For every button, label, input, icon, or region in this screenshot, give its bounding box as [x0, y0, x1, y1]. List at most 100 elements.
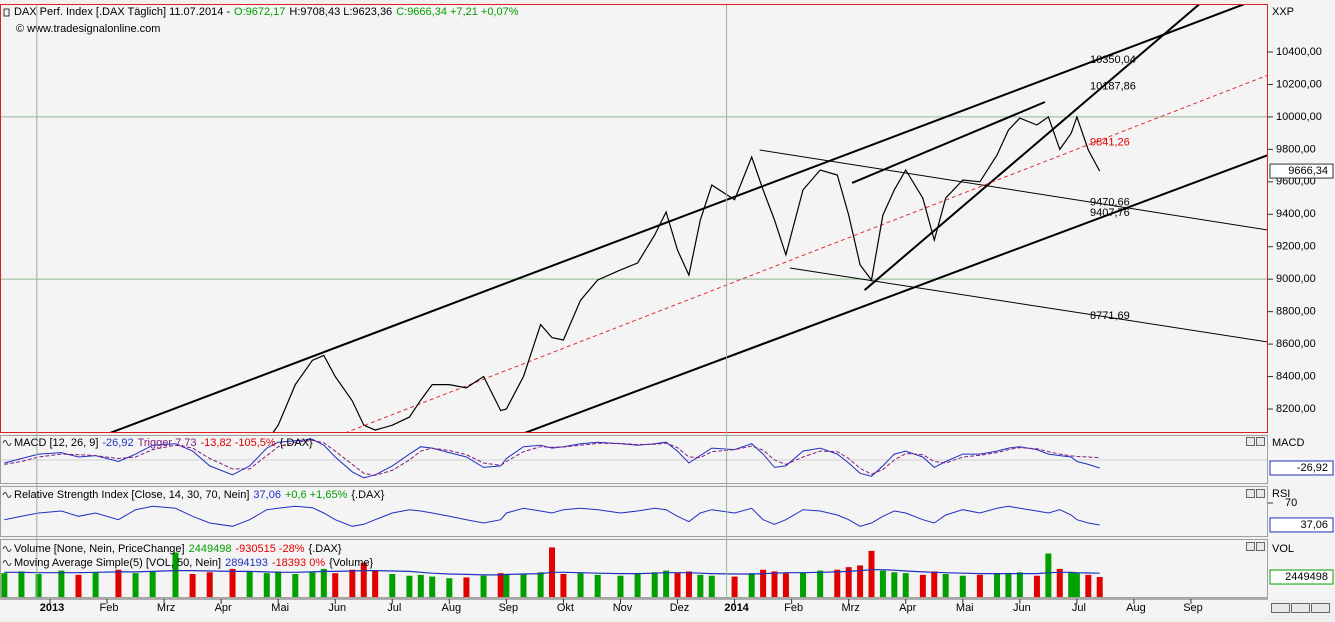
- volume-bar: [1056, 568, 1063, 597]
- volume-bar: [617, 575, 624, 597]
- volume-bar: [497, 573, 504, 597]
- volume-bar: [1085, 574, 1092, 597]
- zoom-button[interactable]: [1291, 603, 1310, 613]
- x-tick-label: Dez: [670, 602, 690, 614]
- volume-bar: [663, 570, 670, 597]
- volume-ma: [4, 569, 1100, 576]
- volume-bar: [1073, 573, 1080, 597]
- volume-bar: [480, 575, 487, 597]
- x-tick-label: Apr: [215, 602, 232, 614]
- trend-line: [109, 5, 1245, 432]
- button[interactable]: [1246, 437, 1255, 446]
- x-tick-label: Nov: [613, 602, 633, 614]
- volume-bar: [782, 573, 789, 597]
- volume-bar: [919, 574, 926, 597]
- macd-last: -26,92: [1297, 462, 1328, 474]
- axis-label: XXP: [1272, 6, 1294, 18]
- zoom-button[interactable]: [1271, 603, 1290, 613]
- volume-bar: [994, 573, 1001, 597]
- x-tick-label: Sep: [1183, 602, 1203, 614]
- volume-bar: [429, 576, 436, 597]
- legend-item: {.DAX}: [280, 437, 313, 449]
- volume-bar: [594, 574, 601, 597]
- volume-bar: [731, 576, 738, 597]
- button[interactable]: [1256, 542, 1265, 551]
- zoom-button[interactable]: [1311, 603, 1330, 613]
- volume-axis-label: VOL: [1272, 543, 1294, 555]
- y-tick-label: 9400,00: [1276, 208, 1316, 220]
- legend-item: -930515 -28%: [235, 543, 304, 555]
- legend-icon: [2, 492, 12, 498]
- legend-item: -18393 0%: [272, 557, 325, 569]
- volume-bar: [685, 571, 692, 597]
- volume-bar: [931, 571, 938, 597]
- right-axis-area: [1268, 0, 1335, 600]
- legend-item: {.DAX}: [309, 543, 342, 555]
- x-tick-label: Feb: [100, 602, 119, 614]
- trend-line: [789, 267, 1267, 343]
- volume-bar: [1005, 574, 1012, 597]
- volume-bar: [309, 572, 316, 597]
- button[interactable]: [1256, 489, 1265, 498]
- volume-bar: [976, 574, 983, 597]
- legend-item: {.DAX}: [351, 489, 384, 501]
- volume-bar: [320, 568, 327, 597]
- source: © www.tradesignalonline.com: [16, 23, 160, 35]
- volume-bar: [959, 575, 966, 597]
- volume-bar: [1045, 553, 1052, 597]
- x-tick-label: 2013: [40, 602, 64, 614]
- macd-line: [4, 439, 1100, 476]
- level-label: 10187,86: [1090, 80, 1136, 92]
- volume-bar: [817, 570, 824, 597]
- legend-item: DAX Perf. Index [.DAX Täglich] 11.07.201…: [14, 6, 230, 18]
- volume-bar: [389, 574, 396, 597]
- x-tick-label: Apr: [899, 602, 916, 614]
- price-box: [1269, 163, 1334, 179]
- volume-bar: [902, 573, 909, 597]
- volume-bar: [651, 572, 658, 597]
- volume-bar: [206, 572, 213, 597]
- volume-bar: [292, 574, 299, 597]
- legend: MACD [12, 26, 9] -26,92 Trigger 7,73 -13,82…: [14, 437, 313, 449]
- level-label: 8771,69: [1090, 310, 1130, 322]
- y-tick-label: 70: [1285, 497, 1297, 509]
- price-line: [272, 115, 1101, 432]
- x-tick-label: Sep: [499, 602, 519, 614]
- button[interactable]: [1246, 489, 1255, 498]
- volume-bar: [263, 573, 270, 597]
- legend-item: O:9672,17: [234, 6, 285, 18]
- volume-bar: [800, 572, 807, 597]
- volume-bar: [246, 571, 253, 597]
- volume-bar: [942, 574, 949, 597]
- x-tick-label: 2014: [724, 602, 749, 614]
- x-tick-label: Aug: [1126, 602, 1146, 614]
- button[interactable]: [1256, 437, 1265, 446]
- volume-bar: [503, 574, 510, 597]
- legend: DAX Perf. Index [.DAX Täglich] 11.07.201…: [14, 6, 519, 18]
- macd-line: [4, 438, 1100, 479]
- volume-last: 2449498: [1285, 571, 1328, 583]
- volume-bar: [115, 569, 122, 597]
- legend-item: 2449498: [189, 543, 232, 555]
- y-tick-label: 8200,00: [1276, 403, 1316, 415]
- x-tick-label: Jun: [1013, 602, 1031, 614]
- y-tick-label: 8800,00: [1276, 306, 1316, 318]
- volume-bar: [834, 569, 841, 597]
- volume-bar: [1096, 577, 1103, 597]
- main-panel: [0, 4, 1268, 433]
- volume-bar: [1, 573, 8, 597]
- y-tick-label: 9200,00: [1276, 241, 1316, 253]
- volume-bar: [229, 568, 236, 597]
- plot-area: [1, 547, 1103, 597]
- volume-bar: [18, 571, 25, 597]
- button[interactable]: [1246, 542, 1255, 551]
- volume-bar: [58, 570, 65, 597]
- value-box: [1269, 460, 1334, 476]
- trend-line: [524, 154, 1267, 432]
- volume-bar: [1068, 572, 1075, 597]
- x-tick-label: Mrz: [842, 602, 860, 614]
- volume-bar: [537, 572, 544, 597]
- legend-item: H:9708,43 L:9623,36: [289, 6, 392, 18]
